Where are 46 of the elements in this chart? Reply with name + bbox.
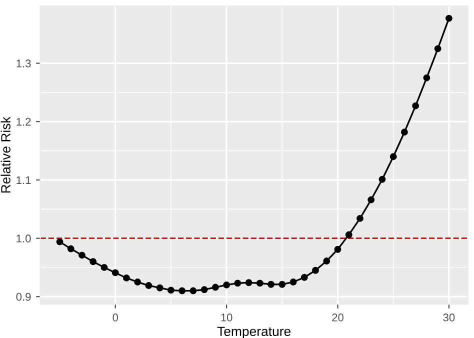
point <box>78 252 86 259</box>
point <box>212 284 219 291</box>
point <box>234 280 242 287</box>
point <box>167 286 174 294</box>
point <box>390 153 397 160</box>
y-tick-label: 0.9 <box>16 292 31 301</box>
point <box>400 128 408 136</box>
x-tick-label: 10 <box>221 314 232 322</box>
point <box>56 238 64 246</box>
x-tick-label: 30 <box>443 314 455 322</box>
point <box>122 274 130 282</box>
point <box>156 284 164 292</box>
point <box>300 274 308 281</box>
y-tick-label: 1.0 <box>16 234 31 242</box>
point <box>245 279 252 286</box>
y-axis-title: Relative Risk <box>0 116 10 193</box>
x-tick-label: 0 <box>112 314 118 322</box>
point <box>178 287 186 294</box>
point <box>345 231 352 238</box>
point <box>200 286 208 294</box>
y-tick-label: 1.2 <box>16 118 31 126</box>
point <box>100 264 108 271</box>
point <box>368 196 375 204</box>
point <box>112 269 119 276</box>
y-tick-label: 1.3 <box>16 60 31 68</box>
point <box>323 258 330 264</box>
point <box>445 14 452 22</box>
point <box>256 280 264 287</box>
point <box>67 245 74 252</box>
point <box>278 280 286 288</box>
point <box>334 246 342 253</box>
point <box>134 278 142 286</box>
y-tick-label: 1.1 <box>16 176 31 184</box>
point <box>290 278 297 286</box>
point <box>190 287 197 294</box>
point <box>223 281 230 288</box>
point <box>412 102 420 110</box>
point <box>434 45 442 52</box>
point <box>378 176 386 183</box>
point <box>356 214 364 222</box>
point <box>145 282 152 290</box>
point <box>268 280 274 288</box>
point <box>90 258 97 266</box>
point <box>423 74 430 82</box>
x-tick-label: 20 <box>332 314 344 322</box>
point <box>312 266 319 274</box>
